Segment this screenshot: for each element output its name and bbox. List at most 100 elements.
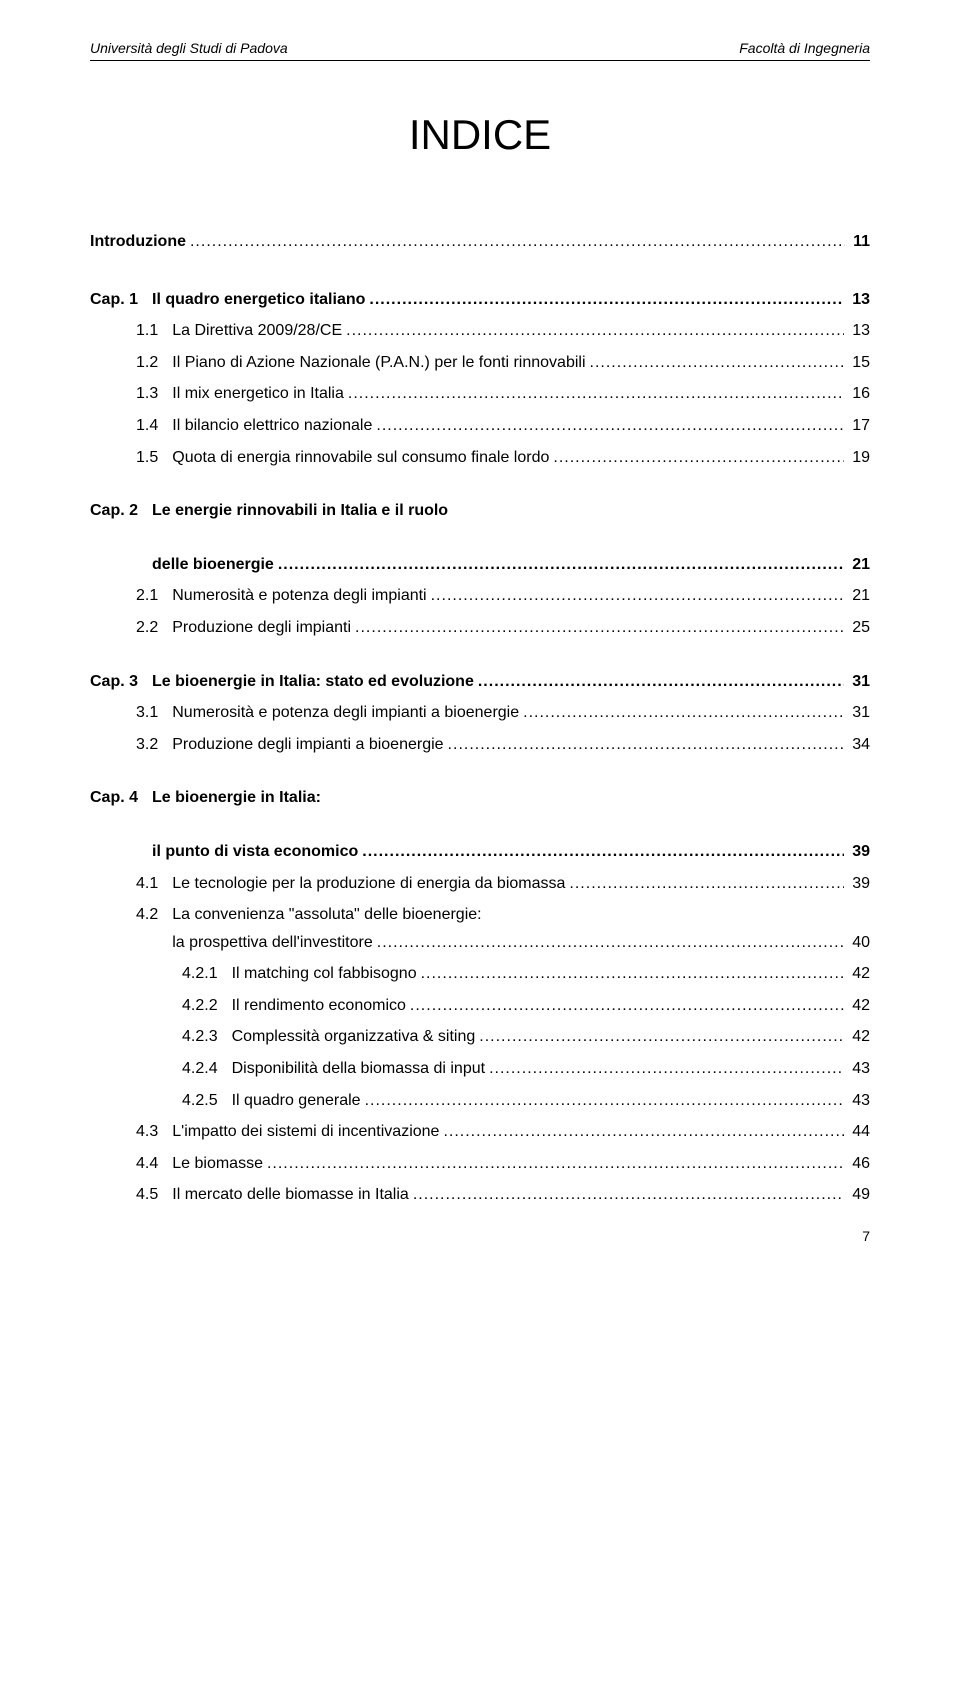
leader-dots bbox=[267, 1151, 844, 1177]
toc-row: 1.5Quota di energia rinnovabile sul cons… bbox=[136, 445, 870, 471]
toc-label: Il Piano di Azione Nazionale (P.A.N.) pe… bbox=[172, 350, 585, 376]
toc-chapter: Cap. 4Le bioenergie in Italia:Cap. 4il p… bbox=[90, 785, 870, 1208]
document-title: INDICE bbox=[90, 111, 870, 159]
leader-dots bbox=[443, 1119, 844, 1145]
leader-dots bbox=[346, 318, 844, 344]
toc-page: 16 bbox=[848, 381, 870, 407]
toc-row: 2.2Produzione degli impianti25 bbox=[136, 615, 870, 641]
toc-label: Disponibilità della biomassa di input bbox=[232, 1056, 485, 1082]
toc-label: La Direttiva 2009/28/CE bbox=[172, 318, 342, 344]
toc-page: 43 bbox=[848, 1056, 870, 1082]
toc-page: 31 bbox=[848, 669, 870, 695]
toc-chapters: Cap. 1Il quadro energetico italiano131.1… bbox=[90, 287, 870, 1208]
toc-num: 1.2 bbox=[136, 350, 172, 376]
toc-num: 4.2.5 bbox=[182, 1088, 232, 1114]
toc-label: La convenienza "assoluta" delle bioenerg… bbox=[172, 902, 481, 928]
toc-row: 1.3Il mix energetico in Italia16 bbox=[136, 381, 870, 407]
leader-dots bbox=[590, 350, 845, 376]
leader-dots bbox=[448, 732, 845, 758]
toc-chapter: Cap. 1Il quadro energetico italiano131.1… bbox=[90, 287, 870, 471]
toc-label: Le biomasse bbox=[172, 1151, 263, 1177]
leader-dots bbox=[553, 445, 844, 471]
table-of-contents: Introduzione 11 Cap. 1Il quadro energeti… bbox=[90, 229, 870, 1208]
toc-page: 21 bbox=[848, 583, 870, 609]
toc-page: 49 bbox=[848, 1182, 870, 1208]
toc-row: 3.2Produzione degli impianti a bioenergi… bbox=[136, 732, 870, 758]
header-right: Facoltà di Ingegneria bbox=[739, 40, 870, 56]
toc-num: 4.2.2 bbox=[182, 993, 232, 1019]
toc-page: 39 bbox=[848, 871, 870, 897]
toc-page: 39 bbox=[848, 839, 870, 865]
toc-page: 40 bbox=[848, 930, 870, 956]
toc-row: 4.2la prospettiva dell'investitore40 bbox=[136, 930, 870, 956]
toc-row: 1.1La Direttiva 2009/28/CE 13 bbox=[136, 318, 870, 344]
toc-page: 19 bbox=[848, 445, 870, 471]
toc-num: Cap. 1 bbox=[90, 287, 152, 313]
leader-dots bbox=[413, 1182, 844, 1208]
toc-page: 13 bbox=[848, 318, 870, 344]
leader-dots bbox=[190, 229, 845, 255]
toc-intro-page: 11 bbox=[849, 229, 870, 255]
leader-dots bbox=[523, 700, 844, 726]
toc-row: 4.4Le biomasse 46 bbox=[136, 1151, 870, 1177]
toc-label: Il matching col fabbisogno bbox=[232, 961, 417, 987]
leader-dots bbox=[479, 1024, 844, 1050]
toc-num: 4.2.4 bbox=[182, 1056, 232, 1082]
toc-label: Il mix energetico in Italia bbox=[172, 381, 344, 407]
toc-label: Il bilancio elettrico nazionale bbox=[172, 413, 372, 439]
toc-num: 3.1 bbox=[136, 700, 172, 726]
toc-num: 4.5 bbox=[136, 1182, 172, 1208]
toc-num: 1.1 bbox=[136, 318, 172, 344]
toc-row: Cap. 1Il quadro energetico italiano 13 bbox=[90, 287, 870, 313]
toc-num: 3.2 bbox=[136, 732, 172, 758]
toc-row: 4.5Il mercato delle biomasse in Italia49 bbox=[136, 1182, 870, 1208]
toc-chapter: Cap. 3Le bioenergie in Italia: stato ed … bbox=[90, 669, 870, 758]
toc-page: 13 bbox=[848, 287, 870, 313]
leader-dots bbox=[362, 839, 844, 865]
toc-page: 34 bbox=[848, 732, 870, 758]
toc-num: 2.1 bbox=[136, 583, 172, 609]
toc-label: Le bioenergie in Italia: bbox=[152, 785, 321, 811]
toc-label: la prospettiva dell'investitore bbox=[172, 930, 373, 956]
toc-page: 42 bbox=[848, 1024, 870, 1050]
toc-row: Cap. 3Le bioenergie in Italia: stato ed … bbox=[90, 669, 870, 695]
toc-label: Il quadro energetico italiano bbox=[152, 287, 365, 313]
leader-dots bbox=[365, 1088, 845, 1114]
toc-row: 4.3L'impatto dei sistemi di incentivazio… bbox=[136, 1119, 870, 1145]
toc-num: 1.5 bbox=[136, 445, 172, 471]
toc-page: 17 bbox=[848, 413, 870, 439]
toc-label: Numerosità e potenza degli impianti bbox=[172, 583, 426, 609]
toc-label: L'impatto dei sistemi di incentivazione bbox=[172, 1119, 439, 1145]
toc-page: 46 bbox=[848, 1151, 870, 1177]
toc-row: Cap. 2delle bioenergie21 bbox=[90, 552, 870, 578]
leader-dots bbox=[355, 615, 844, 641]
toc-row: Cap. 4il punto di vista economico39 bbox=[90, 839, 870, 865]
toc-page: 43 bbox=[848, 1088, 870, 1114]
toc-label: delle bioenergie bbox=[152, 552, 274, 578]
toc-label: Il quadro generale bbox=[232, 1088, 361, 1114]
toc-row: 4.2.5Il quadro generale 43 bbox=[182, 1088, 870, 1114]
leader-dots bbox=[376, 413, 844, 439]
toc-row: 4.2.1Il matching col fabbisogno42 bbox=[182, 961, 870, 987]
leader-dots bbox=[348, 381, 844, 407]
toc-page: 42 bbox=[848, 961, 870, 987]
toc-row: 1.2Il Piano di Azione Nazionale (P.A.N.)… bbox=[136, 350, 870, 376]
toc-label: Le tecnologie per la produzione di energ… bbox=[172, 871, 565, 897]
toc-num: 1.4 bbox=[136, 413, 172, 439]
toc-label: il punto di vista economico bbox=[152, 839, 358, 865]
toc-label: Numerosità e potenza degli impianti a bi… bbox=[172, 700, 519, 726]
toc-chapter: Cap. 2Le energie rinnovabili in Italia e… bbox=[90, 498, 870, 640]
toc-num: 4.4 bbox=[136, 1151, 172, 1177]
toc-num: 4.1 bbox=[136, 871, 172, 897]
toc-page: 42 bbox=[848, 993, 870, 1019]
toc-num: Cap. 3 bbox=[90, 669, 152, 695]
toc-label: Le energie rinnovabili in Italia e il ru… bbox=[152, 498, 448, 524]
toc-num: 2.2 bbox=[136, 615, 172, 641]
toc-row: Cap. 2Le energie rinnovabili in Italia e… bbox=[90, 498, 870, 524]
leader-dots bbox=[369, 287, 844, 313]
page-header: Università degli Studi di Padova Facoltà… bbox=[90, 40, 870, 61]
leader-dots bbox=[478, 669, 844, 695]
leader-dots bbox=[377, 930, 844, 956]
toc-row: 4.1Le tecnologie per la produzione di en… bbox=[136, 871, 870, 897]
page-number: 7 bbox=[862, 1228, 870, 1244]
